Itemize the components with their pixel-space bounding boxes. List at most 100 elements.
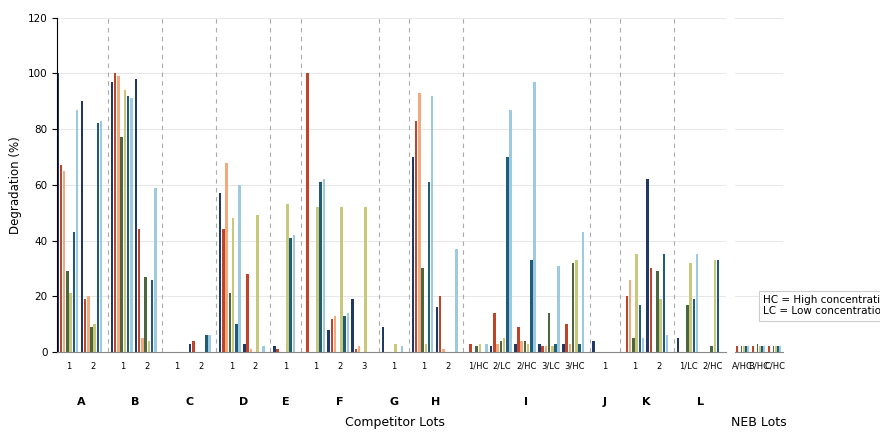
Bar xyxy=(642,338,644,352)
Bar xyxy=(72,232,75,352)
Bar xyxy=(773,346,774,352)
Bar xyxy=(582,232,584,352)
Text: I: I xyxy=(524,396,528,407)
Bar xyxy=(759,346,760,352)
Text: J: J xyxy=(603,396,606,407)
Bar xyxy=(316,207,319,352)
Bar xyxy=(192,341,194,352)
Bar xyxy=(562,344,565,352)
Bar xyxy=(737,346,738,352)
Bar xyxy=(273,346,275,352)
Bar xyxy=(514,344,517,352)
Bar xyxy=(323,179,325,352)
Bar xyxy=(757,344,759,352)
Bar xyxy=(527,344,530,352)
Bar xyxy=(97,124,99,352)
Bar xyxy=(554,344,557,352)
Bar xyxy=(144,277,147,352)
Bar xyxy=(341,207,343,352)
Bar xyxy=(572,263,575,352)
Bar xyxy=(439,296,442,352)
Bar xyxy=(358,346,361,352)
Bar xyxy=(382,327,384,352)
Bar xyxy=(761,346,763,352)
Text: L: L xyxy=(697,396,704,407)
Bar xyxy=(592,341,595,352)
Bar xyxy=(496,344,499,352)
Bar xyxy=(635,254,638,352)
Text: NEB Lots: NEB Lots xyxy=(730,416,787,429)
Bar xyxy=(578,344,581,352)
Bar xyxy=(538,344,540,352)
Bar xyxy=(219,193,222,352)
Bar xyxy=(696,254,699,352)
Bar xyxy=(121,137,123,352)
Bar xyxy=(238,185,241,352)
Bar xyxy=(93,324,96,352)
Bar xyxy=(455,249,458,352)
Bar xyxy=(656,271,658,352)
Bar xyxy=(547,313,550,352)
Bar xyxy=(469,344,472,352)
Bar xyxy=(541,346,544,352)
Bar xyxy=(551,346,554,352)
Bar xyxy=(576,260,577,352)
Bar xyxy=(62,171,65,352)
Bar xyxy=(558,266,560,352)
Bar xyxy=(779,346,781,352)
Bar xyxy=(150,279,153,352)
Bar xyxy=(290,238,292,352)
Text: K: K xyxy=(642,396,651,407)
Bar xyxy=(545,346,547,352)
Bar xyxy=(262,346,265,352)
Bar xyxy=(250,349,252,352)
Bar xyxy=(520,341,523,352)
Bar xyxy=(127,95,129,352)
Bar xyxy=(229,293,231,352)
Bar xyxy=(189,344,192,352)
Bar xyxy=(394,344,397,352)
Bar xyxy=(412,157,414,352)
Bar xyxy=(485,344,488,352)
Bar xyxy=(334,316,336,352)
Bar xyxy=(629,279,631,352)
Bar xyxy=(717,260,719,352)
Bar xyxy=(138,229,141,352)
Bar xyxy=(141,338,143,352)
Bar xyxy=(246,274,249,352)
Bar xyxy=(422,268,424,352)
Bar xyxy=(745,346,747,352)
Bar xyxy=(232,218,234,352)
Bar xyxy=(479,344,481,352)
Bar xyxy=(100,121,102,352)
Bar xyxy=(568,344,571,352)
Bar xyxy=(659,299,662,352)
Bar xyxy=(775,346,777,352)
Text: G: G xyxy=(389,396,399,407)
Bar xyxy=(686,304,689,352)
Bar xyxy=(752,346,754,352)
Bar xyxy=(154,187,157,352)
Bar xyxy=(56,73,59,352)
Bar xyxy=(123,90,126,352)
Bar xyxy=(286,204,289,352)
Bar xyxy=(510,110,512,352)
Text: E: E xyxy=(282,396,290,407)
Bar xyxy=(490,346,493,352)
Bar xyxy=(243,344,246,352)
Bar xyxy=(626,296,628,352)
Bar xyxy=(292,235,295,352)
Bar xyxy=(677,338,679,352)
Bar xyxy=(649,268,652,352)
Bar xyxy=(117,76,120,352)
Bar xyxy=(135,79,137,352)
Bar xyxy=(347,313,349,352)
Bar xyxy=(530,260,532,352)
Bar xyxy=(506,157,509,352)
Bar xyxy=(87,296,90,352)
Bar xyxy=(436,308,438,352)
Bar xyxy=(76,110,78,352)
Bar xyxy=(148,341,150,352)
Bar xyxy=(666,335,668,352)
Bar xyxy=(418,93,421,352)
